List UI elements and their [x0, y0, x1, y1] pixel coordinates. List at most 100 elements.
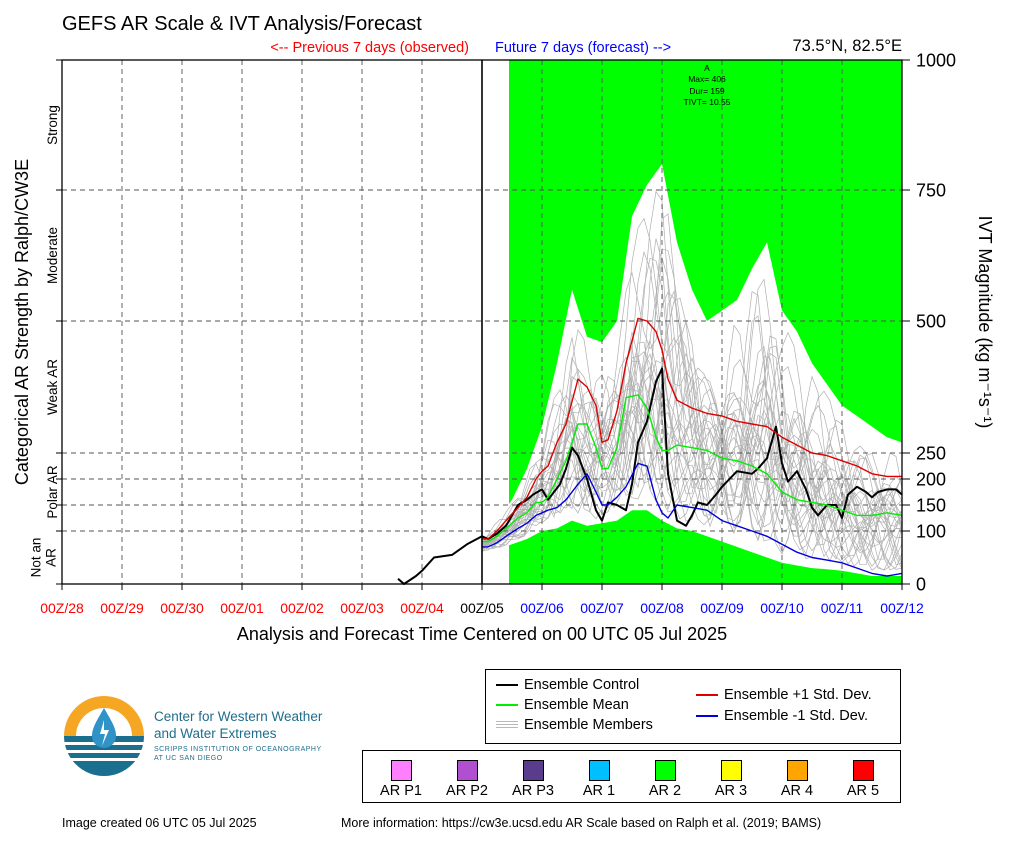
legend-swatch-members [496, 721, 518, 730]
ar-scale-item: AR 1 [569, 751, 629, 799]
ensemble-member-line [481, 384, 903, 552]
annotation-line-1: A [704, 63, 710, 73]
ensemble-member-line [481, 352, 903, 560]
x-tick-label: 00Z/28 [40, 600, 84, 616]
series-ensemble-mean [482, 394, 903, 543]
future-days-label: Future 7 days (forecast) --> [495, 40, 671, 56]
series-ensemble-1-std-dev [482, 462, 903, 577]
category-label: Polar AR [45, 465, 60, 519]
logo-name: Center for Western Weather and Water Ext… [154, 708, 322, 742]
ar-scale-legend: AR P1 AR P2 AR P3 AR 1 AR 2 AR 3 AR 4 AR 5 [362, 750, 901, 803]
ar-scale-item: AR 3 [701, 751, 761, 799]
ar-scale-swatch [456, 760, 478, 781]
ar-scale-swatch [786, 760, 808, 781]
legend-swatch-control [496, 684, 518, 687]
legend-label-members: Ensemble Members [524, 717, 653, 733]
ensemble-member-line [481, 374, 903, 563]
category-label: Not an [29, 538, 44, 578]
series-ensemble-1-std-dev [482, 317, 902, 540]
legend-label-plus-std: Ensemble +1 Std. Dev. [724, 687, 872, 703]
ensemble-member-line [481, 257, 903, 570]
ar-scale-label: AR 4 [780, 783, 814, 799]
x-tick-label: 00Z/03 [340, 600, 384, 616]
ensemble-member-line [481, 338, 903, 560]
y-tick-label: 1000 [916, 51, 956, 71]
x-tick-label: 00Z/12 [880, 600, 924, 616]
legend-item-control: Ensemble Control [496, 676, 639, 694]
logo-subtitle-line-2: AT UC SAN DIEGO [154, 755, 223, 762]
legend-item-mean: Ensemble Mean [496, 696, 629, 714]
ar-scale-item: AR 5 [833, 751, 893, 799]
annotation-line-4: TIVT= 10.55 [683, 97, 730, 107]
y-tick-label: 150 [916, 496, 946, 516]
series-legend: Ensemble Control Ensemble Mean Ensemble … [485, 669, 901, 744]
ar-scale-item: AR 2 [635, 751, 695, 799]
ar-scale-item: AR 4 [767, 751, 827, 799]
more-info-text: More information: https://cw3e.ucsd.edu … [341, 816, 822, 830]
x-tick-label: 00Z/09 [700, 600, 744, 616]
location-label: 73.5°N, 82.5°E [792, 37, 902, 55]
ensemble-member-line [481, 271, 903, 567]
image-created-text: Image created 06 UTC 05 Jul 2025 [62, 816, 257, 830]
x-tick-label: 00Z/29 [100, 600, 144, 616]
ar-scale-swatch [852, 760, 874, 781]
y-tick-label: 250 [916, 444, 946, 464]
y-axis-ticks: 0 100 150 200 250 500 750 1000 [56, 51, 956, 595]
annotation-box: A Max= 406 Dur= 159 TIVT= 10.55 [683, 63, 730, 107]
x-tick-label: 00Z/06 [520, 600, 564, 616]
x-tick-label: 00Z/10 [760, 600, 804, 616]
ar-scale-item: AR P2 [437, 751, 497, 799]
legend-label-control: Ensemble Control [524, 677, 640, 693]
x-tick-label: 00Z/04 [400, 600, 444, 616]
ar-scale-label: AR 1 [582, 783, 616, 799]
series-lines [397, 317, 903, 585]
y-tick-label: 100 [916, 522, 946, 542]
ar-scale-label: AR P2 [446, 783, 488, 799]
ar-scale-swatch [588, 760, 610, 781]
ar-scale-label: AR 2 [648, 783, 682, 799]
x-tick-label: 00Z/30 [160, 600, 204, 616]
logo-name-line-2: and Water Extremes [154, 726, 277, 741]
category-label: Moderate [45, 227, 60, 284]
logo-name-line-1: Center for Western Weather [154, 709, 323, 724]
ar-scale-swatch [390, 760, 412, 781]
y-axis-label-right: IVT Magnitude (kg m⁻¹s⁻¹) [975, 216, 995, 429]
ensemble-member-line [481, 250, 903, 566]
annotation-line-2: Max= 406 [688, 74, 726, 84]
legend-item-members: Ensemble Members [496, 716, 653, 734]
category-label: Weak AR [45, 359, 60, 415]
ensemble-member-line [481, 405, 903, 549]
legend-swatch-plus-std [696, 694, 718, 697]
y-axis-label-left: Categorical AR Strength by Ralph/CW3E [12, 159, 32, 485]
ar-scale-swatch [720, 760, 742, 781]
ar-scale-swatch [654, 760, 676, 781]
chart-title: GEFS AR Scale & IVT Analysis/Forecast [62, 13, 422, 35]
logo: Center for Western Weather and Water Ext… [62, 694, 362, 784]
ensemble-member-line [481, 213, 903, 561]
y-tick-label: 200 [916, 470, 946, 490]
x-axis-label: Analysis and Forecast Time Centered on 0… [237, 624, 727, 644]
x-tick-label: 00Z/05 [460, 600, 504, 616]
legend-label-minus-std: Ensemble -1 Std. Dev. [724, 708, 868, 724]
cw3e-logo-icon [64, 696, 144, 776]
y-tick-label: 0 [916, 575, 926, 595]
x-tick-label: 00Z/01 [220, 600, 264, 616]
ar-scale-label: AR 3 [714, 783, 748, 799]
y-tick-label: 750 [916, 181, 946, 201]
ensemble-member-line [481, 360, 903, 571]
ar-scale-item: AR P1 [371, 751, 431, 799]
ar-scale-label: AR 5 [846, 783, 880, 799]
grid-lines [62, 60, 902, 584]
ensemble-member-line [481, 320, 903, 566]
ar-scale-swatch [522, 760, 544, 781]
ar-scale-label: AR P1 [380, 783, 422, 799]
left-category-labels: Not an AR Polar AR Weak AR Moderate Strong [29, 105, 61, 577]
previous-days-label: <-- Previous 7 days (observed) [270, 40, 469, 56]
ensemble-member-line [481, 190, 903, 560]
category-label: Strong [45, 105, 60, 145]
ar-scale-label: AR P3 [512, 783, 554, 799]
logo-subtitle: SCRIPPS INSTITUTION OF OCEANOGRAPHY AT U… [154, 745, 322, 763]
annotation-line-3: Dur= 159 [689, 86, 724, 96]
category-label: AR [44, 548, 59, 567]
